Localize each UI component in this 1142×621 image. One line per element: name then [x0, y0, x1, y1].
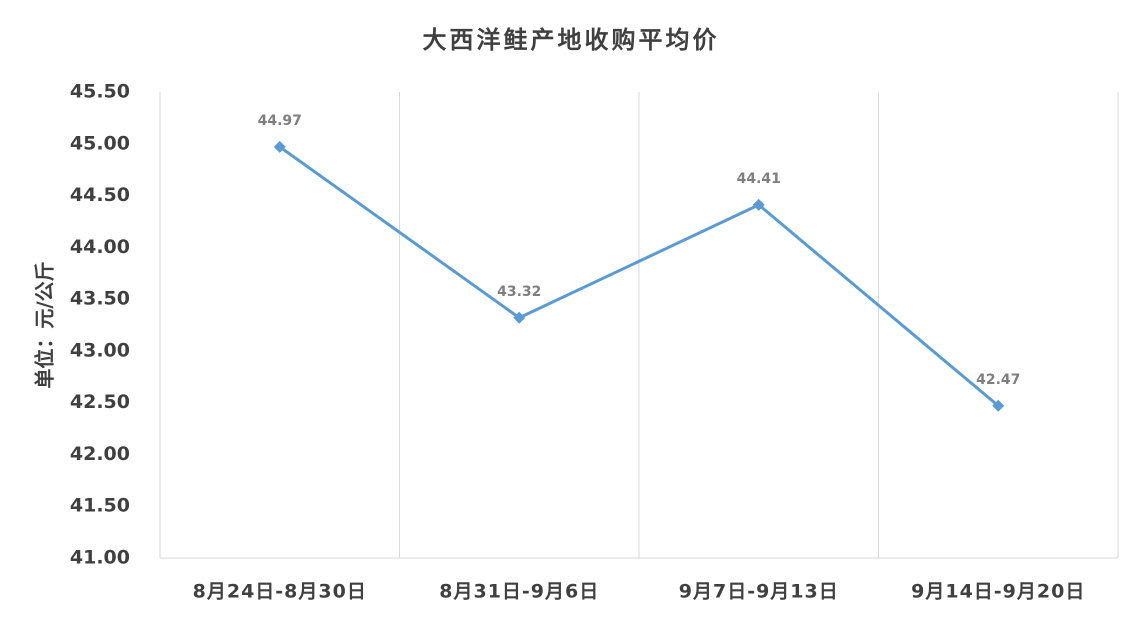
y-axis-title: 单位：元/公斤: [33, 261, 57, 388]
y-tick-label: 41.50: [70, 495, 130, 517]
chart-title: 大西洋鲑产地收购平均价: [423, 26, 720, 54]
x-tick-label: 9月7日-9月13日: [679, 581, 839, 603]
x-tick-label: 8月31日-9月6日: [439, 581, 599, 603]
x-tick-label: 8月24日-8月30日: [193, 581, 367, 603]
data-label: 42.47: [976, 372, 1020, 388]
y-tick-label: 43.00: [70, 339, 130, 361]
data-label: 43.32: [497, 284, 541, 300]
marker: [273, 140, 286, 153]
y-tick-label: 45.00: [70, 132, 130, 154]
y-tick-label: 43.50: [70, 288, 130, 310]
y-tick-label: 44.50: [70, 184, 130, 206]
marker: [513, 311, 526, 324]
y-tick-label: 44.00: [70, 236, 130, 258]
data-label: 44.97: [258, 113, 302, 129]
y-tick-label: 42.50: [70, 391, 130, 413]
marker: [752, 198, 765, 211]
y-tick-label: 41.00: [70, 547, 130, 569]
marker: [992, 399, 1005, 412]
x-tick-label: 9月14日-9月20日: [911, 581, 1085, 603]
data-line: [278, 145, 1000, 407]
y-tick-label: 45.50: [70, 81, 130, 103]
data-label: 44.41: [737, 171, 781, 187]
y-tick-label: 42.00: [70, 443, 130, 465]
